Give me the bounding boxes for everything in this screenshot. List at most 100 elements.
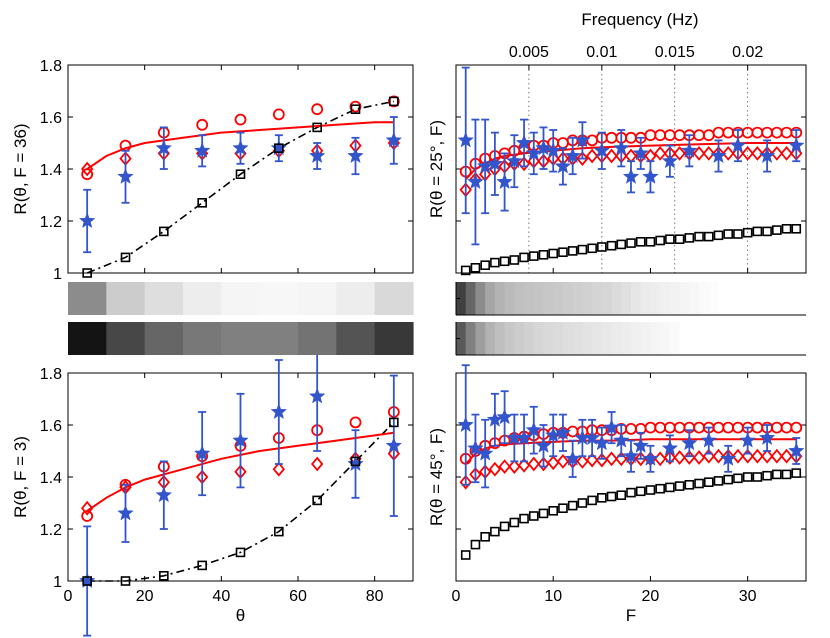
marker-square [558,247,568,257]
marker-circle [586,134,599,147]
x-axis-label: F [626,606,636,625]
colorbar-cell [679,282,690,315]
marker-diamond [517,457,531,473]
x-tick-label: 20 [642,588,660,605]
marker-circle [751,126,764,139]
marker-square [635,486,646,497]
marker-diamond [780,145,793,161]
colorbar-cell [456,322,467,355]
marker-circle [673,421,686,434]
y-axis-label: R(θ = 45°, F) [427,428,446,526]
marker-diamond [508,459,521,475]
marker-circle [663,421,676,434]
marker-square [606,491,617,502]
colorbar-cell [718,322,729,355]
x-tick-label: 0 [64,588,73,605]
marker-diamond [498,459,511,475]
marker-circle [780,126,793,139]
colorbar-cell [374,282,414,315]
colorbar-cell [543,322,554,355]
marker-star [788,136,805,153]
colorbar-cell [699,282,710,315]
colorbar-cell [221,322,261,355]
marker-diamond [712,448,725,464]
marker-square [312,495,322,506]
marker-square [499,256,510,267]
colorbar-cell [621,322,632,355]
marker-star [593,434,611,451]
marker-star [544,142,562,158]
marker-star [564,147,581,164]
marker-circle [625,131,637,144]
marker-diamond [653,145,667,161]
colorbar-cell [601,322,613,355]
marker-circle [712,421,725,434]
top-tick-label: 0.015 [655,44,695,61]
colorbar-cell [699,322,710,355]
colorbar-cell [660,322,671,355]
marker-square [635,237,646,247]
colorbar-cell [728,282,739,315]
y-tick-label: 1.6 [40,110,62,127]
marker-circle [673,129,686,142]
marker-circle [693,421,705,434]
marker-diamond [770,448,784,464]
marker-star [642,450,659,466]
marker-star [788,442,805,459]
marker-diamond [780,448,793,464]
marker-diamond [673,145,686,161]
marker-star [554,424,572,440]
marker-square [665,482,675,493]
marker-circle [625,422,637,435]
marker-square [528,251,539,261]
marker-diamond [547,455,560,471]
marker-diamond [770,145,784,161]
marker-square [567,246,578,256]
marker-star [525,421,543,438]
colorbar-cell [336,322,376,355]
marker-square [82,576,92,586]
colorbar-cell [494,282,506,315]
marker-diamond [585,452,599,468]
x-tick-label: 60 [289,588,307,605]
marker-diamond [527,456,540,472]
marker-square [684,233,695,243]
marker-star [467,439,484,456]
marker-diamond [576,453,589,469]
marker-star [622,447,640,464]
marker-square [733,473,743,484]
colorbar-cell [543,282,554,315]
marker-square [694,231,704,242]
marker-square [694,478,704,489]
marker-star [232,431,249,448]
marker-star [457,416,474,433]
colorbar-cell [631,322,642,355]
marker-star [155,486,173,503]
marker-star [554,157,572,174]
marker-square [665,234,675,244]
marker-square [742,227,753,238]
marker-square [655,483,665,494]
marker-star [739,431,756,448]
colorbar-cell [679,322,690,355]
marker-diamond [653,451,667,467]
marker-circle [605,131,618,144]
marker-star [613,139,630,156]
marker-square [558,503,568,514]
marker-square [781,224,792,234]
marker-square [723,474,734,485]
marker-square [120,576,131,586]
marker-square [480,260,490,271]
marker-square [567,500,578,511]
marker-square [197,560,207,571]
marker-star [385,437,403,453]
chart-top-left: 1 1.2 1.4 1.6 1.8 R(θ, F = 36) [11,58,414,283]
marker-star [270,403,288,420]
y-axis-label: R(θ, F = 3) [11,436,30,518]
marker-diamond [272,461,286,477]
marker-square [616,490,627,501]
colorbar-cell [592,322,603,355]
series-line-squares [87,421,395,582]
marker-square [587,495,597,506]
colorbar-cell [465,282,477,315]
